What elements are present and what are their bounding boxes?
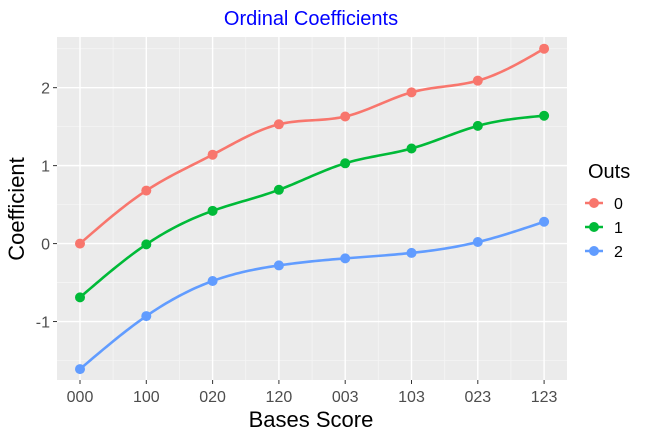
series-points [75,43,550,375]
data-point-2 [539,216,550,227]
x-tick-label: 003 [332,389,359,406]
x-tick-label: 123 [531,389,558,406]
data-point-0 [75,238,85,249]
legend-label-1: 1 [614,220,623,237]
series-curves [79,47,545,371]
x-tick-label: 020 [199,389,226,406]
legend-key-point-1 [589,222,599,232]
data-point-0 [472,75,483,86]
x-tick-label: 023 [464,389,491,406]
data-point-1 [539,110,550,121]
y-tick-label: 1 [41,159,50,176]
x-axis: 000 100 020 120 003 103 023 123 [67,380,558,406]
x-tick-label: 000 [67,389,94,406]
data-point-0 [273,119,284,130]
y-tick-label: 0 [41,237,50,254]
data-point-2 [472,237,483,248]
series-line-1 [79,114,545,299]
data-point-2 [340,253,351,264]
legend-label-2: 2 [614,244,623,261]
y-tick-label: -1 [36,315,50,332]
data-point-1 [141,239,152,250]
y-tick-label: 2 [41,81,50,98]
y-axis: -1 0 1 2 [36,81,57,332]
x-tick-label: 120 [266,389,293,406]
data-point-1 [207,205,218,216]
data-point-2 [406,247,417,258]
y-axis-title: Coefficient [4,157,29,261]
data-point-0 [406,87,417,98]
data-point-0 [207,149,218,160]
legend: Outs 0 1 2 [585,161,630,261]
legend-title: Outs [588,161,630,183]
chart-title: Ordinal Coefficients [224,8,398,30]
data-point-1 [472,120,483,131]
x-tick-label: 100 [133,389,160,406]
series-line-0 [79,47,545,245]
data-point-0 [141,185,152,196]
data-point-2 [207,275,218,286]
data-point-0 [539,43,550,54]
series-line-2 [79,220,545,371]
data-point-2 [75,364,85,375]
data-point-1 [75,292,85,303]
data-point-1 [340,158,351,169]
data-point-2 [141,311,152,322]
legend-key-point-0 [589,198,599,208]
x-tick-label: 103 [398,389,425,406]
x-axis-title: Bases Score [249,407,374,432]
legend-label-0: 0 [614,196,623,213]
data-point-0 [340,111,351,122]
data-point-2 [273,260,284,271]
data-point-1 [273,184,284,195]
legend-key-point-2 [589,246,599,256]
data-point-1 [406,143,417,154]
